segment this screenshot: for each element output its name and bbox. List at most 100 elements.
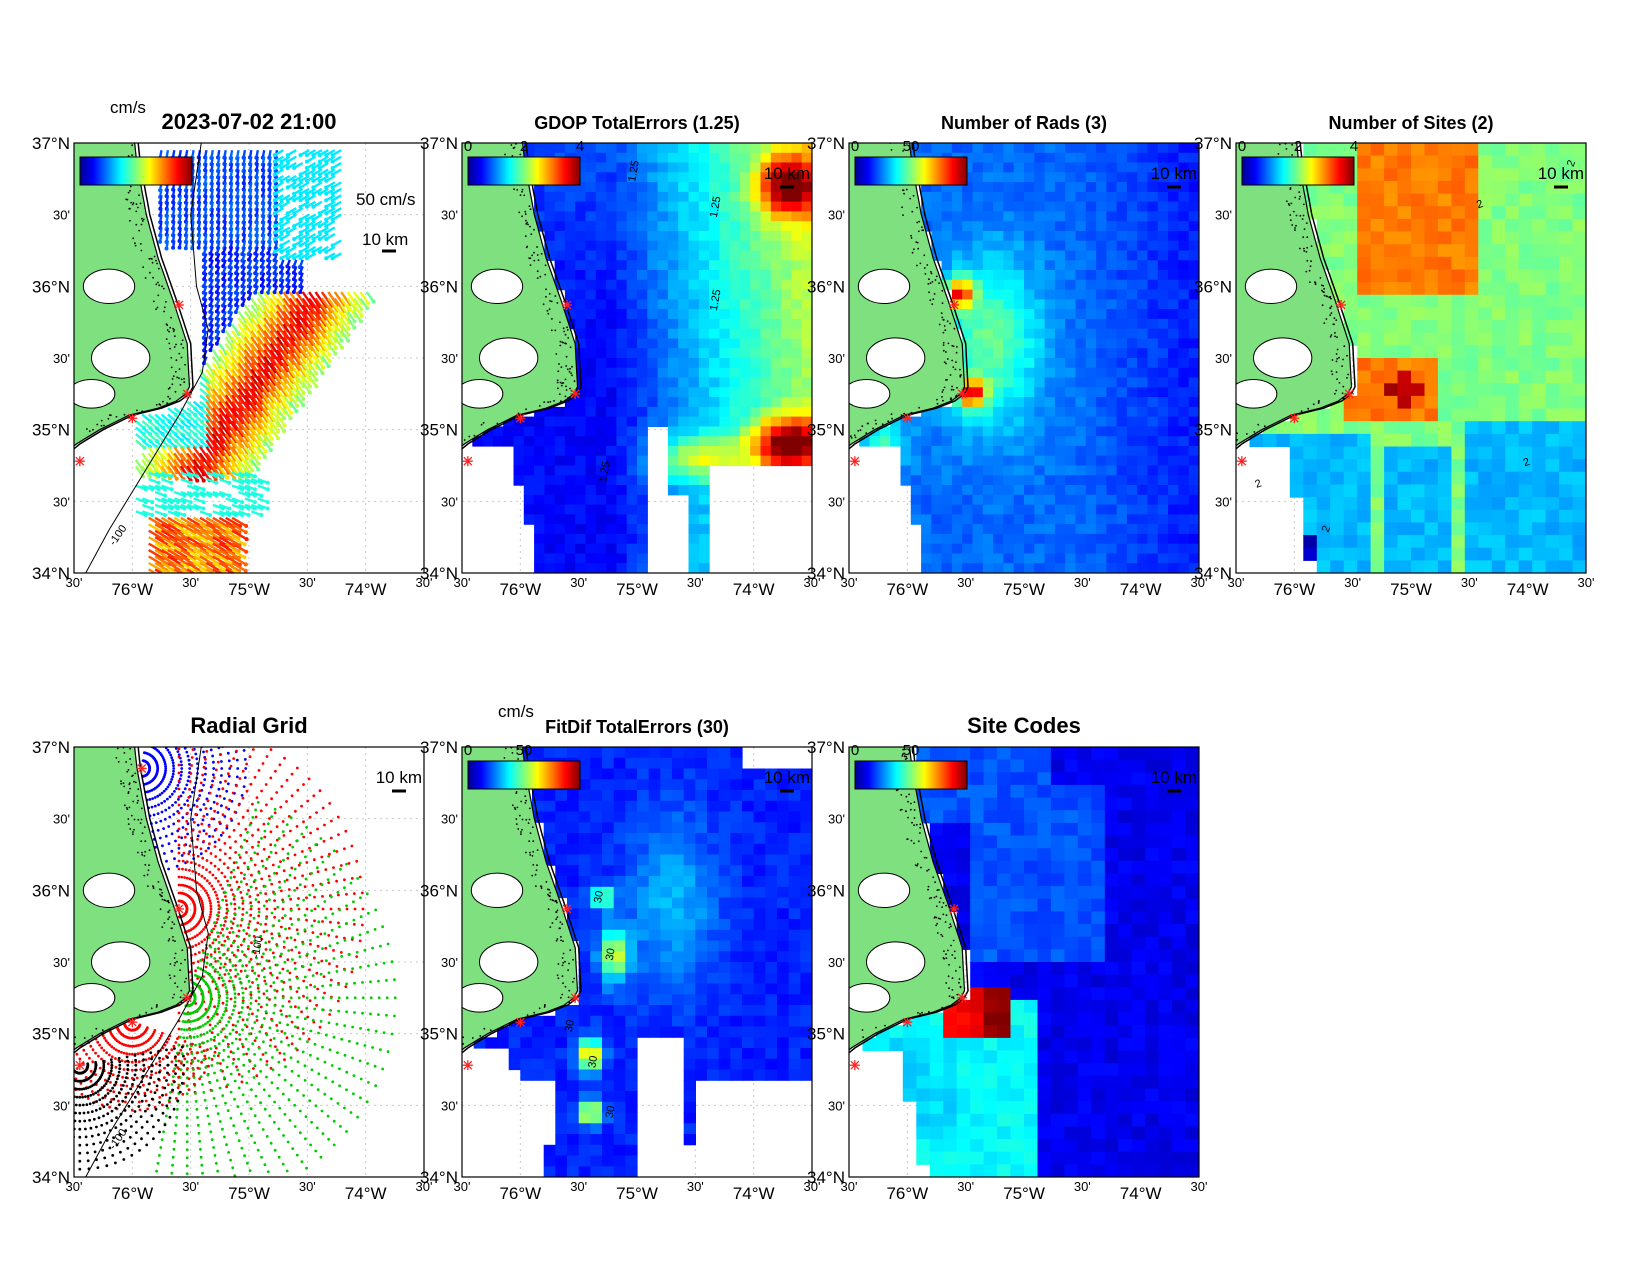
heatmap-cell <box>1096 162 1107 173</box>
heatmap-cell <box>941 221 953 232</box>
heatmap-cell <box>719 348 731 359</box>
heatmap-cell <box>1003 455 1015 467</box>
heatmap-cell <box>801 152 812 164</box>
heatmap-cell <box>931 211 943 222</box>
current-arrow <box>179 459 192 474</box>
heatmap-cell <box>688 494 700 506</box>
heatmap-cell <box>1054 289 1066 300</box>
heatmap-cell <box>1024 299 1035 310</box>
heatmap-cell <box>1178 191 1190 203</box>
heatmap-cell <box>585 328 597 340</box>
coast-dot <box>454 447 456 449</box>
heatmap-cell <box>910 475 922 486</box>
current-arrow-head <box>227 493 232 498</box>
current-arrow <box>160 549 177 560</box>
heatmap-cell <box>575 358 587 369</box>
coast-dot <box>521 188 524 191</box>
heatmap-cell <box>993 191 1004 203</box>
heatmap-cell <box>1044 465 1056 476</box>
heatmap-cell <box>575 172 587 183</box>
heatmap-cell <box>1137 358 1149 369</box>
heatmap-cell <box>564 250 576 261</box>
heatmap-cell <box>564 143 576 154</box>
current-arrow <box>141 452 151 465</box>
heatmap-cell <box>781 338 792 349</box>
heatmap-cell <box>678 309 690 320</box>
heatmap-cell <box>1147 377 1159 388</box>
heatmap-cell <box>781 397 792 408</box>
current-arrow <box>269 401 280 414</box>
coast-dot <box>538 405 541 407</box>
current-arrow <box>231 407 243 423</box>
coast-dot <box>181 339 184 342</box>
current-arrow-head <box>210 575 214 579</box>
current-arrow-head <box>160 575 164 579</box>
coast-dot <box>169 347 172 350</box>
current-arrow <box>263 330 275 345</box>
heatmap-cell <box>1044 299 1056 310</box>
heatmap-cell <box>791 426 803 437</box>
heatmap-cell <box>585 367 597 379</box>
heatmap-cell <box>962 191 974 203</box>
heatmap-cell <box>781 299 792 310</box>
heatmap-cell <box>637 446 648 457</box>
heatmap-cell <box>770 318 782 330</box>
heatmap-cell <box>564 182 576 193</box>
heatmap-cell <box>1188 191 1199 203</box>
heatmap-cell <box>626 533 638 545</box>
heatmap-cell <box>951 270 963 281</box>
coast-dot <box>178 377 180 379</box>
current-arrow <box>192 459 205 476</box>
heatmap-cell <box>595 260 607 271</box>
coast-dot <box>172 327 175 330</box>
heatmap-cell <box>616 231 628 242</box>
heatmap-cell <box>1157 182 1169 193</box>
heatmap-cell <box>1096 485 1107 496</box>
heatmap-cell <box>585 377 597 388</box>
current-arrow <box>231 446 242 461</box>
heatmap-cell <box>1188 328 1199 340</box>
current-arrow-head <box>327 352 332 357</box>
current-arrow <box>173 555 189 566</box>
heatmap-cell <box>1065 485 1077 496</box>
heatmap-cell <box>709 397 720 408</box>
heatmap-cell <box>1188 221 1199 232</box>
heatmap-cell <box>575 348 587 359</box>
coast-dot <box>155 283 158 286</box>
heatmap-cell <box>993 211 1004 222</box>
heatmap-cell <box>1054 231 1066 242</box>
heatmap-cell <box>1116 152 1128 164</box>
current-arrow <box>211 381 222 395</box>
coast-dot <box>567 396 570 399</box>
sound-water <box>74 379 116 409</box>
coast-dot <box>569 387 571 390</box>
current-arrow <box>186 542 201 552</box>
current-arrow <box>340 310 351 324</box>
heatmap-cell <box>1085 367 1097 379</box>
heatmap-cell <box>1126 143 1138 154</box>
current-arrow <box>211 407 224 423</box>
current-arrow-head <box>324 178 329 183</box>
heatmap-cell <box>595 240 607 252</box>
heatmap-cell <box>1096 260 1107 271</box>
heatmap-cell <box>698 416 710 427</box>
current-arrow <box>218 401 230 417</box>
current-arrow-head <box>292 237 297 241</box>
heatmap-cell <box>1003 260 1015 271</box>
heatmap-cell <box>595 299 607 310</box>
heatmap-cell <box>1147 426 1159 437</box>
current-arrow-head <box>272 211 277 216</box>
heatmap-cell <box>667 162 679 173</box>
current-arrow <box>282 375 293 389</box>
current-arrow-head <box>265 480 270 485</box>
heatmap-cell <box>564 426 576 437</box>
heatmap-cell <box>647 309 659 320</box>
heatmap-cell <box>770 172 782 183</box>
heatmap-cell <box>626 563 638 573</box>
current-arrow-head <box>227 506 232 511</box>
heatmap-cell <box>544 426 556 437</box>
coast-dot <box>530 233 533 236</box>
heatmap-cell <box>972 465 984 476</box>
heatmap-cell <box>678 152 690 164</box>
heatmap-cell <box>760 152 772 164</box>
